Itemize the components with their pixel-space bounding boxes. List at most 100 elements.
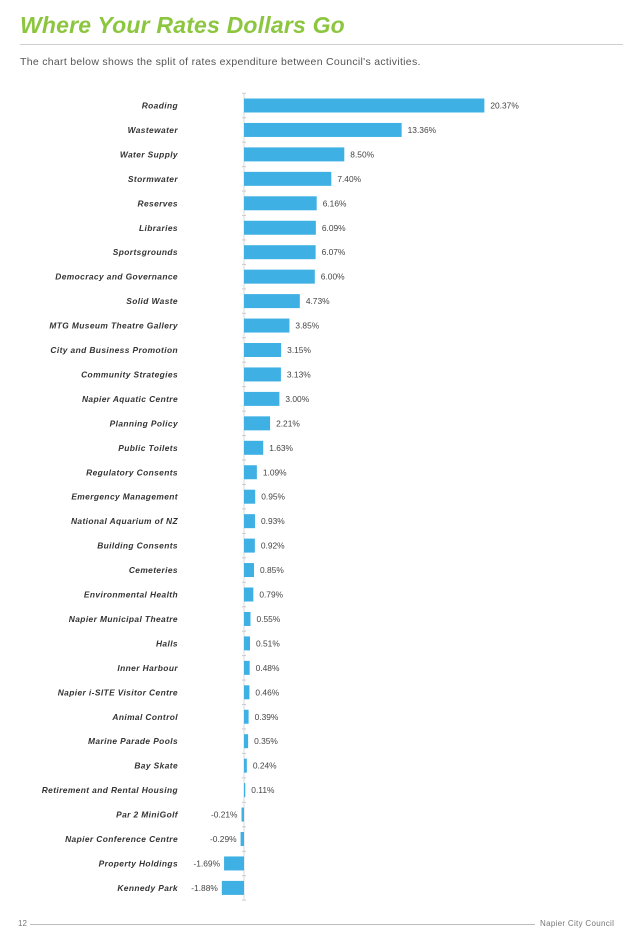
- value-label: 0.39%: [255, 712, 279, 722]
- bar: [244, 636, 251, 651]
- value-label: 20.37%: [490, 101, 519, 111]
- value-label: 3.00%: [285, 394, 309, 404]
- bar: [244, 98, 485, 113]
- category-label: Cemeteries: [129, 565, 178, 575]
- category-label: Building Consents: [97, 541, 178, 551]
- value-label: 0.93%: [261, 516, 285, 526]
- value-label: 1.09%: [263, 467, 287, 477]
- footer-divider: [30, 924, 535, 925]
- category-label: Animal Control: [111, 712, 178, 722]
- bar: [244, 734, 249, 749]
- value-label: -0.21%: [211, 810, 238, 820]
- page-number: 12: [18, 919, 27, 928]
- value-label: 6.00%: [321, 272, 345, 282]
- value-label: 0.51%: [256, 638, 280, 648]
- category-label: Regulatory Consents: [86, 467, 178, 477]
- category-label: MTG Museum Theatre Gallery: [49, 321, 178, 331]
- category-label: Napier Conference Centre: [65, 834, 178, 844]
- bar: [244, 465, 257, 480]
- bar: [244, 220, 316, 235]
- category-label: Halls: [156, 638, 178, 648]
- bar: [244, 440, 264, 455]
- value-label: 1.63%: [269, 443, 293, 453]
- bar: [244, 563, 255, 578]
- value-label: 0.85%: [260, 565, 284, 575]
- value-label: 6.16%: [323, 198, 347, 208]
- value-label: 3.85%: [295, 321, 319, 331]
- value-label: -1.88%: [191, 883, 218, 893]
- title-divider: [20, 44, 623, 45]
- bar: [244, 489, 256, 504]
- category-label: Libraries: [139, 223, 178, 233]
- category-label: Marine Parade Pools: [88, 736, 178, 746]
- bar: [244, 147, 345, 162]
- category-label: Inner Harbour: [117, 663, 178, 673]
- category-label: National Aquarium of NZ: [71, 516, 179, 526]
- bar: [244, 367, 281, 382]
- bar: [244, 514, 255, 529]
- category-label: City and Business Promotion: [50, 345, 178, 355]
- bar: [244, 269, 315, 284]
- category-label: Planning Policy: [110, 418, 178, 428]
- bar: [244, 343, 282, 357]
- bar: [244, 245, 316, 260]
- category-label: Democracy and Governance: [55, 272, 178, 282]
- category-label: Emergency Management: [71, 492, 178, 502]
- value-label: 8.50%: [350, 149, 374, 159]
- category-label: Bay Skate: [134, 761, 178, 771]
- rates-bar-chart: Roading 20.37% Wastewater 13.36% Water Suppl…: [42, 92, 519, 901]
- category-label: Roading: [142, 101, 178, 111]
- bar: [244, 660, 250, 675]
- category-label: Property Holdings: [99, 858, 178, 868]
- value-label: 6.09%: [322, 223, 346, 233]
- bar: [244, 758, 247, 773]
- value-label: 2.21%: [276, 418, 300, 428]
- category-label: Water Supply: [120, 149, 178, 159]
- category-label: Public Toilets: [118, 443, 178, 453]
- value-label: 13.36%: [408, 125, 437, 135]
- value-label: 0.95%: [261, 492, 285, 502]
- value-label: -0.29%: [210, 834, 237, 844]
- category-label: Napier i-SITE Visitor Centre: [58, 687, 178, 697]
- bar: [244, 294, 300, 309]
- bar: [240, 832, 244, 846]
- value-label: 3.13%: [287, 369, 311, 379]
- chart-subtitle: The chart below shows the split of rates…: [20, 56, 421, 68]
- value-label: 6.07%: [322, 247, 346, 257]
- value-label: 0.48%: [256, 663, 280, 673]
- value-label: 0.24%: [253, 761, 277, 771]
- bar: [244, 685, 250, 700]
- bar: [244, 171, 332, 186]
- bar: [244, 196, 317, 211]
- value-label: 0.55%: [256, 614, 280, 624]
- bar: [244, 391, 280, 406]
- bar: [244, 318, 290, 333]
- value-label: 0.79%: [259, 590, 283, 600]
- category-label: Par 2 MiniGolf: [116, 810, 179, 820]
- category-label: Reserves: [138, 198, 178, 208]
- category-label: Solid Waste: [126, 296, 178, 306]
- bar: [244, 709, 249, 724]
- category-label: Napier Municipal Theatre: [69, 614, 178, 624]
- bar: [244, 783, 246, 798]
- value-label: 0.46%: [255, 687, 279, 697]
- bar: [224, 856, 244, 871]
- bar: [241, 807, 244, 822]
- category-label: Environmental Health: [84, 590, 178, 600]
- category-label: Community Strategies: [81, 369, 178, 379]
- page-title: Where Your Rates Dollars Go: [20, 12, 345, 38]
- category-label: Wastewater: [128, 125, 179, 135]
- bar: [244, 122, 402, 137]
- category-label: Napier Aquatic Centre: [82, 394, 178, 404]
- category-label: Retirement and Rental Housing: [42, 785, 178, 795]
- value-label: 4.73%: [306, 296, 330, 306]
- bar: [221, 880, 244, 895]
- value-label: 7.40%: [337, 174, 361, 184]
- value-label: -1.69%: [194, 858, 221, 868]
- category-label: Kennedy Park: [117, 883, 178, 893]
- category-label: Stormwater: [128, 174, 178, 184]
- bar: [244, 416, 271, 431]
- value-label: 0.11%: [251, 785, 275, 795]
- bar: [244, 611, 251, 626]
- bar: [244, 538, 255, 553]
